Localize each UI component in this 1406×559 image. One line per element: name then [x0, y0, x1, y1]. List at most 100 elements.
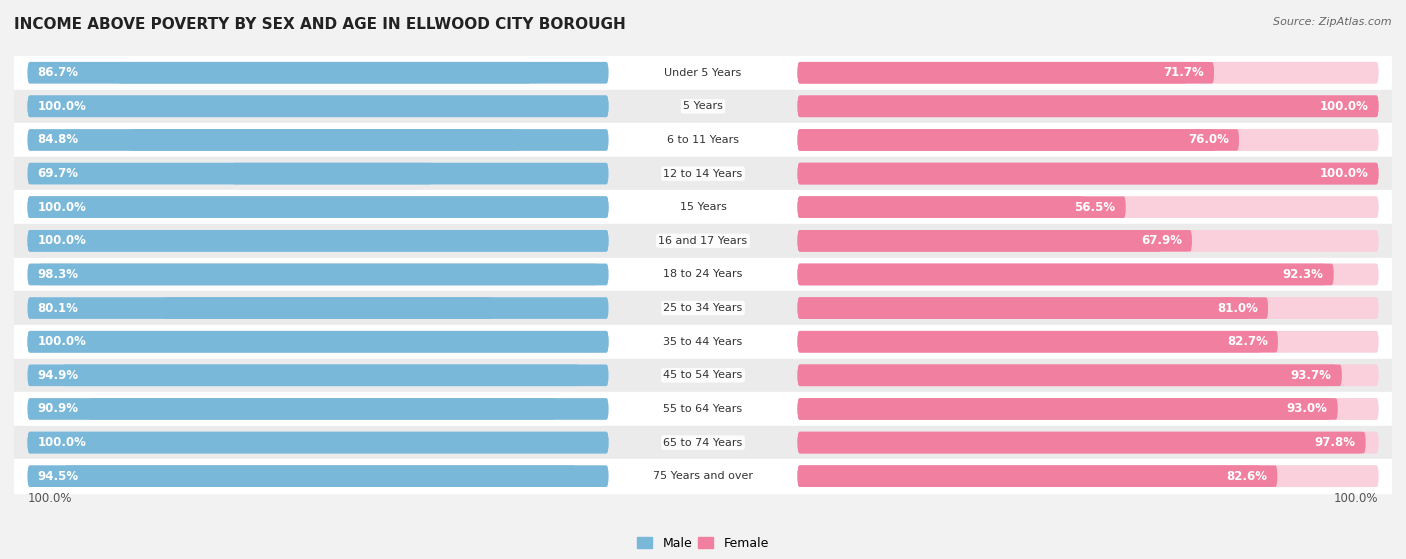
- FancyBboxPatch shape: [797, 196, 1084, 218]
- Legend: Male, Female: Male, Female: [633, 532, 773, 555]
- FancyBboxPatch shape: [797, 62, 1378, 83]
- FancyBboxPatch shape: [797, 432, 1365, 453]
- FancyBboxPatch shape: [797, 96, 1378, 117]
- Text: 90.9%: 90.9%: [38, 402, 79, 415]
- FancyBboxPatch shape: [28, 264, 609, 285]
- Text: 82.6%: 82.6%: [1226, 470, 1267, 483]
- FancyBboxPatch shape: [28, 96, 609, 117]
- FancyBboxPatch shape: [797, 432, 1364, 453]
- FancyBboxPatch shape: [797, 163, 1378, 184]
- FancyBboxPatch shape: [28, 230, 609, 252]
- Text: 94.9%: 94.9%: [38, 369, 79, 382]
- FancyBboxPatch shape: [28, 364, 609, 386]
- Text: 45 to 54 Years: 45 to 54 Years: [664, 370, 742, 380]
- FancyBboxPatch shape: [28, 62, 609, 83]
- Bar: [14, 426, 1392, 459]
- FancyBboxPatch shape: [797, 163, 1378, 184]
- FancyBboxPatch shape: [28, 230, 609, 252]
- Text: 100.0%: 100.0%: [38, 234, 87, 247]
- Text: 12 to 14 Years: 12 to 14 Years: [664, 169, 742, 178]
- Text: 100.0%: 100.0%: [38, 335, 87, 348]
- Text: Under 5 Years: Under 5 Years: [665, 68, 741, 78]
- FancyBboxPatch shape: [797, 264, 1326, 285]
- FancyBboxPatch shape: [28, 398, 609, 420]
- FancyBboxPatch shape: [28, 331, 609, 353]
- Text: 6 to 11 Years: 6 to 11 Years: [666, 135, 740, 145]
- FancyBboxPatch shape: [797, 466, 1278, 487]
- Text: 18 to 24 Years: 18 to 24 Years: [664, 269, 742, 280]
- FancyBboxPatch shape: [797, 432, 1378, 453]
- FancyBboxPatch shape: [797, 264, 1334, 285]
- FancyBboxPatch shape: [797, 398, 1331, 420]
- FancyBboxPatch shape: [797, 466, 1261, 487]
- FancyBboxPatch shape: [797, 230, 1161, 252]
- Text: 100.0%: 100.0%: [38, 201, 87, 214]
- FancyBboxPatch shape: [62, 364, 609, 386]
- Text: 56.5%: 56.5%: [1074, 201, 1115, 214]
- Text: 86.7%: 86.7%: [38, 66, 79, 79]
- Bar: [14, 459, 1392, 493]
- Text: 100.0%: 100.0%: [38, 436, 87, 449]
- Text: 15 Years: 15 Years: [679, 202, 727, 212]
- Text: 100.0%: 100.0%: [1319, 167, 1368, 180]
- FancyBboxPatch shape: [28, 163, 609, 184]
- FancyBboxPatch shape: [28, 96, 609, 117]
- FancyBboxPatch shape: [797, 62, 1187, 83]
- FancyBboxPatch shape: [131, 129, 609, 151]
- FancyBboxPatch shape: [28, 96, 609, 117]
- FancyBboxPatch shape: [28, 466, 609, 487]
- FancyBboxPatch shape: [797, 96, 1378, 117]
- FancyBboxPatch shape: [797, 96, 1378, 117]
- FancyBboxPatch shape: [797, 466, 1378, 487]
- FancyBboxPatch shape: [28, 129, 609, 151]
- FancyBboxPatch shape: [28, 331, 609, 353]
- Text: 84.8%: 84.8%: [38, 134, 79, 146]
- FancyBboxPatch shape: [797, 466, 1378, 487]
- FancyBboxPatch shape: [28, 163, 433, 184]
- Text: 94.5%: 94.5%: [38, 470, 79, 483]
- FancyBboxPatch shape: [797, 398, 1378, 420]
- FancyBboxPatch shape: [797, 129, 1378, 151]
- Text: 92.3%: 92.3%: [1282, 268, 1323, 281]
- FancyBboxPatch shape: [28, 398, 555, 420]
- Text: 16 and 17 Years: 16 and 17 Years: [658, 236, 748, 246]
- Text: 65 to 74 Years: 65 to 74 Years: [664, 438, 742, 448]
- FancyBboxPatch shape: [797, 297, 1268, 319]
- Text: 82.7%: 82.7%: [1227, 335, 1268, 348]
- FancyBboxPatch shape: [28, 196, 609, 218]
- Text: 81.0%: 81.0%: [1218, 301, 1258, 315]
- FancyBboxPatch shape: [28, 129, 520, 151]
- FancyBboxPatch shape: [797, 96, 1378, 117]
- FancyBboxPatch shape: [28, 196, 609, 218]
- FancyBboxPatch shape: [28, 230, 609, 252]
- Bar: [14, 89, 1392, 123]
- FancyBboxPatch shape: [797, 331, 1378, 353]
- FancyBboxPatch shape: [797, 163, 1378, 184]
- FancyBboxPatch shape: [28, 264, 609, 285]
- FancyBboxPatch shape: [28, 432, 609, 453]
- Bar: [14, 291, 1392, 325]
- FancyBboxPatch shape: [797, 331, 1261, 353]
- FancyBboxPatch shape: [797, 364, 1378, 386]
- Text: 76.0%: 76.0%: [1188, 134, 1229, 146]
- FancyBboxPatch shape: [797, 364, 1341, 386]
- FancyBboxPatch shape: [797, 62, 1213, 83]
- FancyBboxPatch shape: [797, 297, 1250, 319]
- Bar: [14, 224, 1392, 258]
- FancyBboxPatch shape: [797, 129, 1216, 151]
- FancyBboxPatch shape: [117, 62, 609, 83]
- FancyBboxPatch shape: [797, 297, 1378, 319]
- FancyBboxPatch shape: [39, 264, 609, 285]
- Text: 80.1%: 80.1%: [38, 301, 79, 315]
- Bar: [14, 325, 1392, 358]
- FancyBboxPatch shape: [797, 264, 1378, 285]
- Bar: [14, 157, 1392, 191]
- FancyBboxPatch shape: [797, 163, 1378, 184]
- Text: Source: ZipAtlas.com: Source: ZipAtlas.com: [1274, 17, 1392, 27]
- FancyBboxPatch shape: [797, 331, 1378, 353]
- FancyBboxPatch shape: [797, 196, 1126, 218]
- Bar: [14, 56, 1392, 89]
- FancyBboxPatch shape: [28, 163, 609, 184]
- Text: 100.0%: 100.0%: [28, 491, 72, 505]
- FancyBboxPatch shape: [28, 62, 609, 83]
